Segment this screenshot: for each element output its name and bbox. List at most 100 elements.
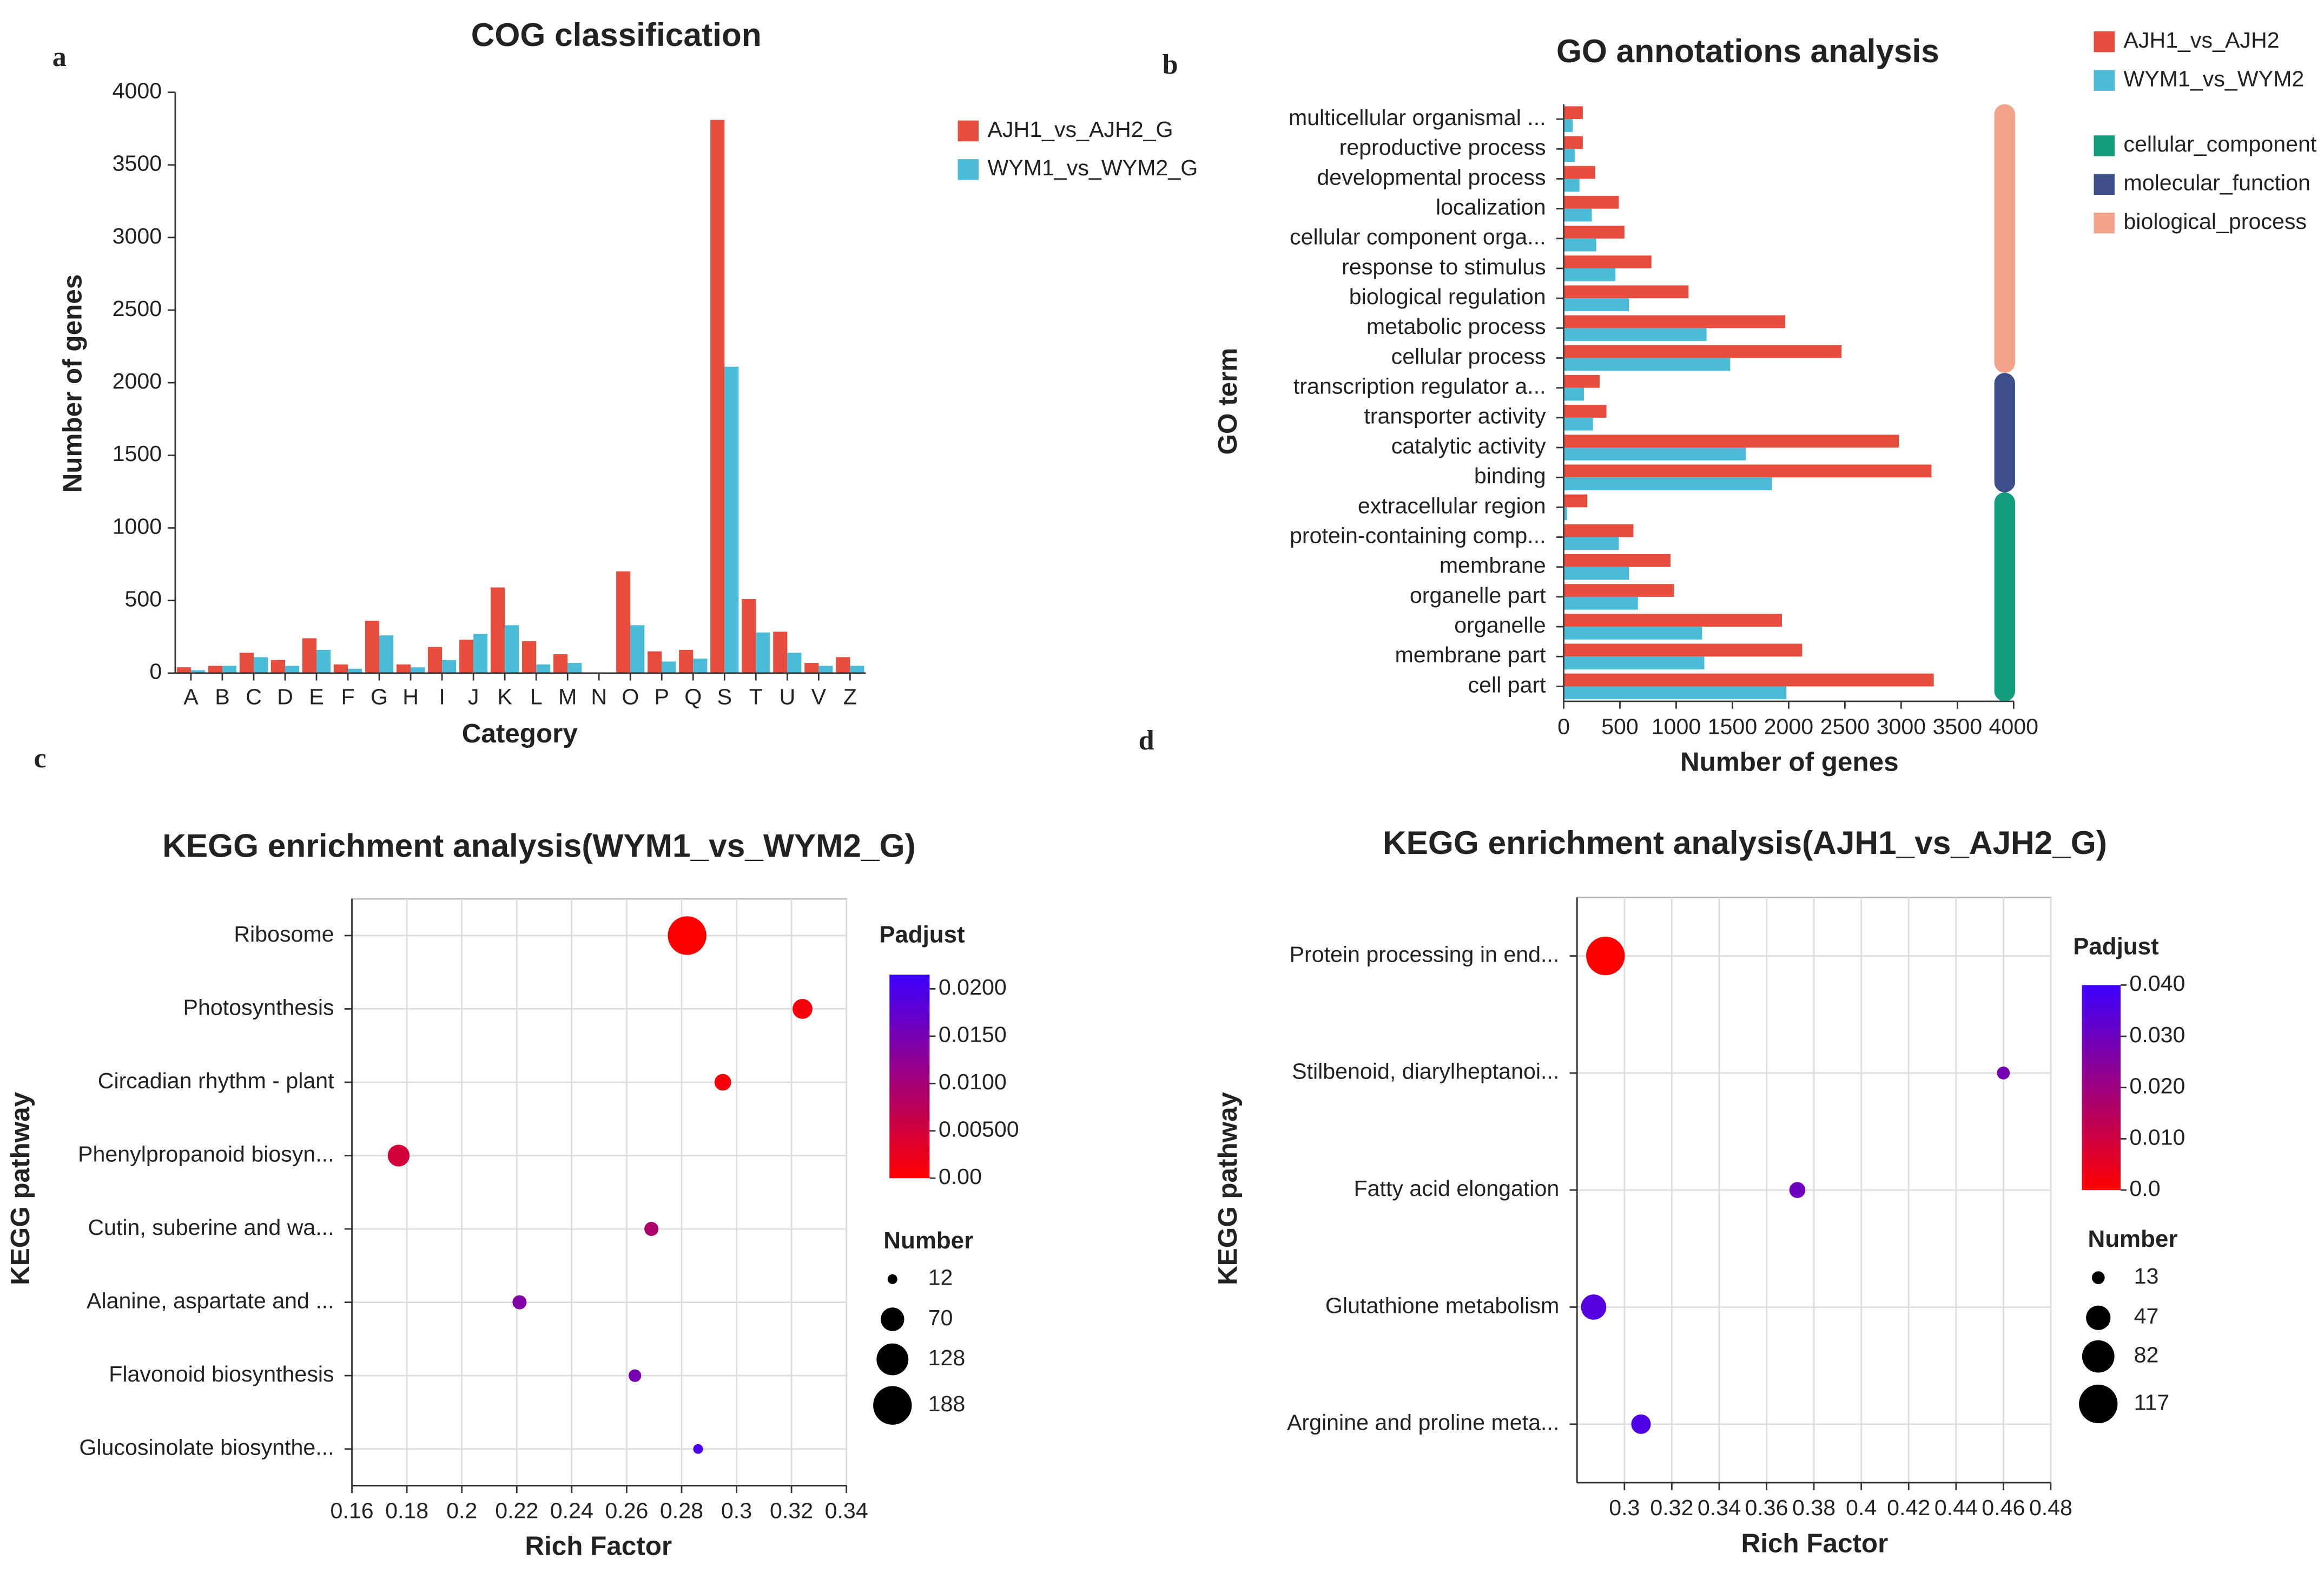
bar (1563, 268, 1616, 281)
bar (1563, 477, 1772, 490)
y-tick-label: transcription regulator a... (1293, 374, 1546, 399)
colorbar-title: Padjust (879, 921, 965, 948)
bar (1563, 656, 1705, 669)
y-tick-label: Fatty acid elongation (1354, 1176, 1560, 1201)
x-tick-label: 0.48 (2029, 1495, 2072, 1520)
bar (176, 667, 191, 673)
size-legend-mark (2086, 1305, 2111, 1330)
x-axis-title: Category (462, 719, 578, 748)
legend-swatch (2094, 70, 2115, 91)
y-tick-label: metabolic process (1366, 314, 1546, 339)
panel-label: d (1139, 725, 1154, 756)
legend-label: AJH1_vs_AJH2_G (987, 117, 1173, 142)
x-tick-label: 0 (1557, 714, 1570, 739)
y-tick-label: developmental process (1317, 165, 1546, 189)
x-tick-label: H (402, 684, 419, 709)
bar (491, 587, 505, 673)
bar (1563, 166, 1595, 179)
size-legend-mark (876, 1343, 909, 1376)
y-tick-label: 3000 (113, 223, 162, 248)
bar (365, 621, 380, 673)
colorbar-tick-label: 0.0150 (939, 1022, 1007, 1047)
bubble (387, 1145, 410, 1167)
panel-label: c (34, 743, 47, 774)
legend-label: molecular_function (2123, 170, 2310, 195)
bar (253, 657, 268, 673)
bar (1563, 405, 1607, 418)
bar (1563, 524, 1634, 537)
bar (1563, 686, 1787, 700)
bubble (693, 1444, 703, 1454)
y-tick-label: 1000 (113, 514, 162, 538)
x-tick-label: Q (684, 684, 702, 709)
x-tick-label: 0.26 (605, 1498, 648, 1523)
bubble (1997, 1066, 2010, 1080)
x-tick-label: 2500 (1820, 714, 1870, 739)
colorbar (889, 975, 930, 1179)
x-tick-label: 0.2 (446, 1498, 477, 1523)
x-tick-label: 1500 (1708, 714, 1758, 739)
legend-label: biological_process (2123, 209, 2307, 234)
bar (567, 663, 582, 673)
bar (1563, 673, 1934, 687)
x-tick-label: T (749, 684, 763, 709)
bar (756, 632, 770, 673)
x-tick-label: 0.24 (550, 1498, 593, 1523)
bar (616, 571, 631, 673)
y-tick-label: response to stimulus (1342, 254, 1546, 279)
bar (1563, 643, 1803, 657)
y-tick-label: Alanine, aspartate and ... (87, 1288, 334, 1313)
bar (505, 625, 519, 673)
x-tick-label: 0.42 (1887, 1495, 1930, 1520)
x-tick-label: 0.38 (1792, 1495, 1836, 1520)
size-legend-mark (2091, 1271, 2105, 1285)
x-tick-label: 0.32 (770, 1498, 813, 1523)
chart-title: KEGG enrichment analysis(WYM1_vs_WYM2_G) (162, 827, 915, 864)
bubble (629, 1369, 642, 1382)
bar (427, 647, 443, 673)
legend-label: WYM1_vs_WYM2 (2123, 66, 2304, 91)
bubble (1581, 1294, 1607, 1320)
bar (1563, 195, 1619, 209)
y-tick-label: Flavonoid biosynthesis (109, 1361, 334, 1386)
bar (1563, 494, 1588, 508)
bar (208, 666, 222, 673)
x-tick-label: 4000 (1989, 714, 2039, 739)
y-tick-label: Cutin, suberine and wa... (88, 1215, 334, 1240)
x-tick-label: 0.18 (385, 1498, 428, 1523)
bar (190, 670, 206, 673)
bar (1563, 345, 1842, 358)
bar (710, 120, 725, 673)
y-tick-label: 2000 (113, 369, 162, 393)
x-tick-label: U (779, 684, 795, 709)
y-tick-label: catalytic activity (1391, 433, 1546, 458)
x-tick-label: G (371, 684, 388, 709)
colorbar-tick-label: 0.020 (2129, 1074, 2185, 1099)
y-tick-label: localization (1436, 195, 1546, 220)
x-tick-label: 0.28 (660, 1498, 703, 1523)
chart-title: KEGG enrichment analysis(AJH1_vs_AJH2_G) (1383, 824, 2107, 861)
bar (818, 666, 833, 673)
size-legend-mark (2079, 1384, 2118, 1424)
size-legend-mark (887, 1274, 897, 1284)
bar (1563, 627, 1702, 640)
x-tick-label: D (277, 684, 293, 709)
size-legend-label: 117 (2134, 1390, 2170, 1415)
legend-label: cellular_component (2123, 131, 2316, 156)
bar (1563, 584, 1674, 597)
bubble (1586, 936, 1625, 976)
bar (536, 664, 551, 673)
x-tick-label: B (215, 684, 229, 709)
bar (724, 366, 739, 673)
bar (1563, 596, 1638, 610)
legend-swatch (2094, 174, 2115, 195)
y-tick-label: 1500 (113, 441, 162, 466)
bar (1563, 226, 1625, 239)
colorbar-tick-label: 0.0200 (939, 975, 1007, 999)
x-tick-label: J (468, 684, 479, 709)
y-axis-title: KEGG pathway (1213, 1091, 1243, 1285)
y-axis-title: KEGG pathway (5, 1091, 35, 1285)
colorbar-title: Padjust (2073, 933, 2159, 959)
